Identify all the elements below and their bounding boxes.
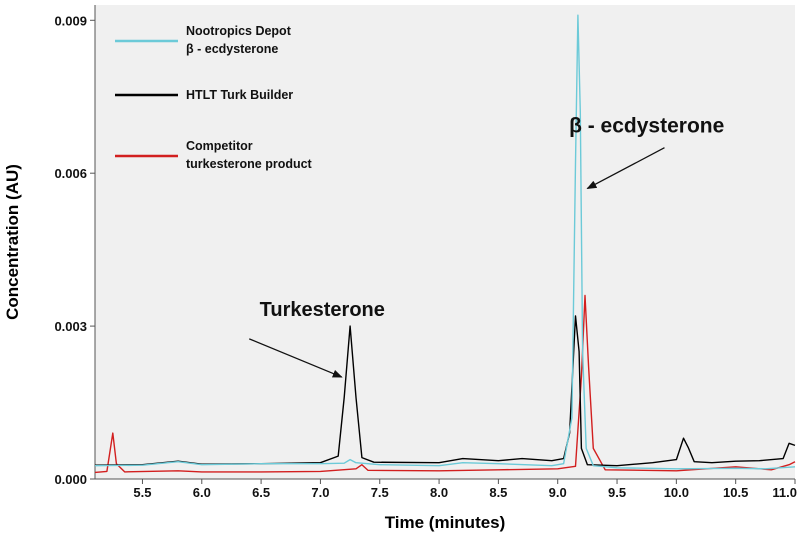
x-tick-label: 6.0 <box>193 485 211 500</box>
x-tick-label: 7.0 <box>311 485 329 500</box>
x-tick-label: 9.0 <box>549 485 567 500</box>
legend: Nootropics Depot β - ecdysterone HTLT Turk… <box>115 24 313 171</box>
series-line-0 <box>94 14 796 470</box>
x-tick-label: 8.0 <box>430 485 448 500</box>
legend-label-0: β - ecdysterone <box>186 42 278 56</box>
series-line-1 <box>94 315 796 467</box>
x-tick-label: 9.5 <box>608 485 626 500</box>
legend-label-2: Competitor <box>186 139 253 153</box>
x-tick-label: 10.5 <box>723 485 748 500</box>
annotation-arrow-1 <box>586 147 665 190</box>
x-axis-title: Time (minutes) <box>385 513 506 532</box>
x-axis-ticks: 5.5 6.0 6.5 7.0 7.5 8.0 8.5 9.0 9.5 10.0 10.5 11.0 <box>133 479 797 500</box>
y-tick-label: 0.006 <box>54 166 87 181</box>
legend-label-1: HTLT Turk Builder <box>186 88 293 102</box>
y-axis-ticks: 0.000 0.003 0.006 0.009 <box>54 13 95 487</box>
legend-label-0: Nootropics Depot <box>186 24 292 38</box>
y-tick-label: 0.000 <box>54 472 87 487</box>
x-tick-label: 7.5 <box>371 485 389 500</box>
x-tick-label: 6.5 <box>252 485 270 500</box>
y-tick-label: 0.003 <box>54 319 87 334</box>
annotation-label-1: β - ecdysterone <box>569 114 724 137</box>
x-tick-label: 5.5 <box>133 485 151 500</box>
x-tick-label: 8.5 <box>489 485 507 500</box>
x-tick-label: 10.0 <box>664 485 689 500</box>
legend-label-2: turkesterone product <box>186 157 313 171</box>
series-line-2 <box>94 294 796 474</box>
x-tick-label: 11.0 <box>772 485 797 500</box>
annotation-arrow-0 <box>248 338 343 378</box>
plot-area <box>95 5 795 479</box>
y-axis-title: Concentration (AU) <box>3 164 22 320</box>
annotation-label-0: Turkesterone <box>260 299 385 321</box>
series-lines <box>94 14 796 474</box>
annotations: Turkesterone β - ecdysterone <box>248 114 724 378</box>
y-tick-label: 0.009 <box>54 13 87 28</box>
